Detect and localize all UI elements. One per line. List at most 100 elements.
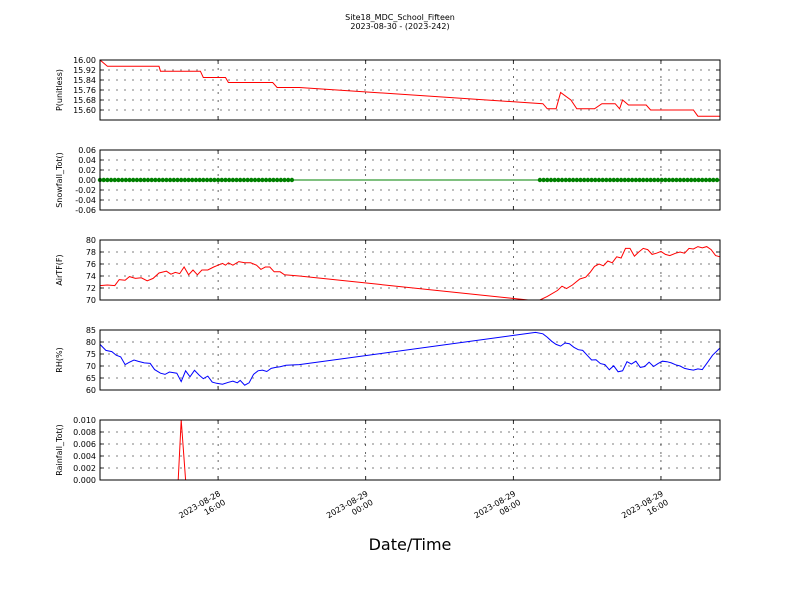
data-point <box>171 177 177 183</box>
data-point <box>585 177 591 183</box>
data-point <box>134 177 140 183</box>
data-point <box>190 177 195 183</box>
y-axis-label: RH(%) <box>55 347 64 372</box>
y-tick-label: 0.00 <box>78 176 96 185</box>
y-tick-label: 85 <box>86 326 96 335</box>
data-point <box>101 177 106 183</box>
data-point <box>689 177 694 183</box>
y-tick-label: 0.002 <box>73 464 96 473</box>
y-tick-label: 0.010 <box>73 416 96 425</box>
data-point <box>563 177 568 183</box>
y-tick-label: 0.06 <box>78 146 96 155</box>
data-point <box>238 177 243 183</box>
panel-3: 80 78 76 74 72 70 AirTF(F) <box>55 236 721 305</box>
data-point <box>156 177 162 183</box>
data-point <box>249 177 254 183</box>
data-point <box>193 177 199 183</box>
data-point <box>145 177 151 183</box>
data-point <box>703 177 709 183</box>
data-point <box>570 177 576 183</box>
data-point <box>105 177 110 183</box>
data-point <box>175 177 180 183</box>
y-tick-label: 0.02 <box>78 166 96 175</box>
data-point <box>204 177 210 183</box>
data-point <box>685 177 690 183</box>
data-point <box>138 177 143 183</box>
y-tick-label: 70 <box>86 362 96 371</box>
data-point <box>537 177 543 183</box>
data-point <box>215 177 221 183</box>
data-point <box>692 177 698 183</box>
x-axis-label: Date/Time <box>369 535 452 554</box>
data-point <box>556 177 561 183</box>
data-point <box>142 177 147 183</box>
data-point <box>618 177 624 183</box>
y-tick-label: -0.02 <box>75 186 96 195</box>
series-line <box>99 59 720 117</box>
axes-frame <box>99 149 721 211</box>
y-tick-label: 15.92 <box>73 66 96 75</box>
data-point <box>611 177 616 183</box>
y-axis-label: Rainfall_Tot() <box>55 424 64 476</box>
data-point <box>574 177 580 183</box>
data-point <box>607 177 613 183</box>
data-point <box>578 177 583 183</box>
series-markers <box>97 177 720 183</box>
y-tick-label: 70 <box>86 296 96 305</box>
data-point <box>208 177 213 183</box>
data-point <box>201 177 206 183</box>
data-point <box>622 177 627 183</box>
data-point <box>696 177 701 183</box>
panel-5: 0.010 0.008 0.006 0.004 0.002 0.000 Rainfall_T… <box>55 416 721 485</box>
data-point <box>652 177 657 183</box>
chart-title: Site18_MDC_School_Fifteen <box>345 13 455 22</box>
data-point <box>127 177 132 183</box>
data-point <box>670 177 675 183</box>
data-point <box>604 177 609 183</box>
axes-frame <box>99 239 721 301</box>
data-point <box>186 177 191 183</box>
data-point <box>252 177 258 183</box>
y-tick-label: 65 <box>86 374 96 383</box>
data-point <box>707 177 712 183</box>
y-tick-label: 15.84 <box>73 76 96 85</box>
y-tick-label: 80 <box>86 236 96 245</box>
data-point <box>581 177 587 183</box>
axes-frame <box>99 329 721 391</box>
data-point <box>274 177 280 183</box>
y-axis-label: Snowfall_Tot() <box>55 152 64 208</box>
y-tick-label: 15.76 <box>73 86 96 95</box>
data-point <box>596 177 602 183</box>
data-point <box>626 177 631 183</box>
data-point <box>714 177 720 183</box>
data-point <box>263 177 269 183</box>
data-point <box>629 177 635 183</box>
data-point <box>116 177 121 183</box>
y-tick-label: 0.006 <box>73 440 96 449</box>
data-point <box>711 177 716 183</box>
data-point <box>164 177 169 183</box>
data-point <box>593 177 598 183</box>
y-tick-label: 15.68 <box>73 96 96 105</box>
data-point <box>178 177 184 183</box>
axes-frame <box>99 59 721 121</box>
data-point <box>256 177 261 183</box>
data-point <box>108 177 114 183</box>
data-point <box>552 177 557 183</box>
data-point <box>633 177 639 183</box>
data-point <box>282 177 287 183</box>
y-tick-label: -0.04 <box>75 196 96 205</box>
data-point <box>219 177 224 183</box>
data-point <box>659 177 664 183</box>
data-point <box>267 177 272 183</box>
data-point <box>663 177 668 183</box>
series-line <box>100 419 720 481</box>
y-tick-label: 60 <box>86 386 96 395</box>
y-tick-label: 0.008 <box>73 428 96 437</box>
data-point <box>648 177 653 183</box>
data-point <box>160 177 165 183</box>
